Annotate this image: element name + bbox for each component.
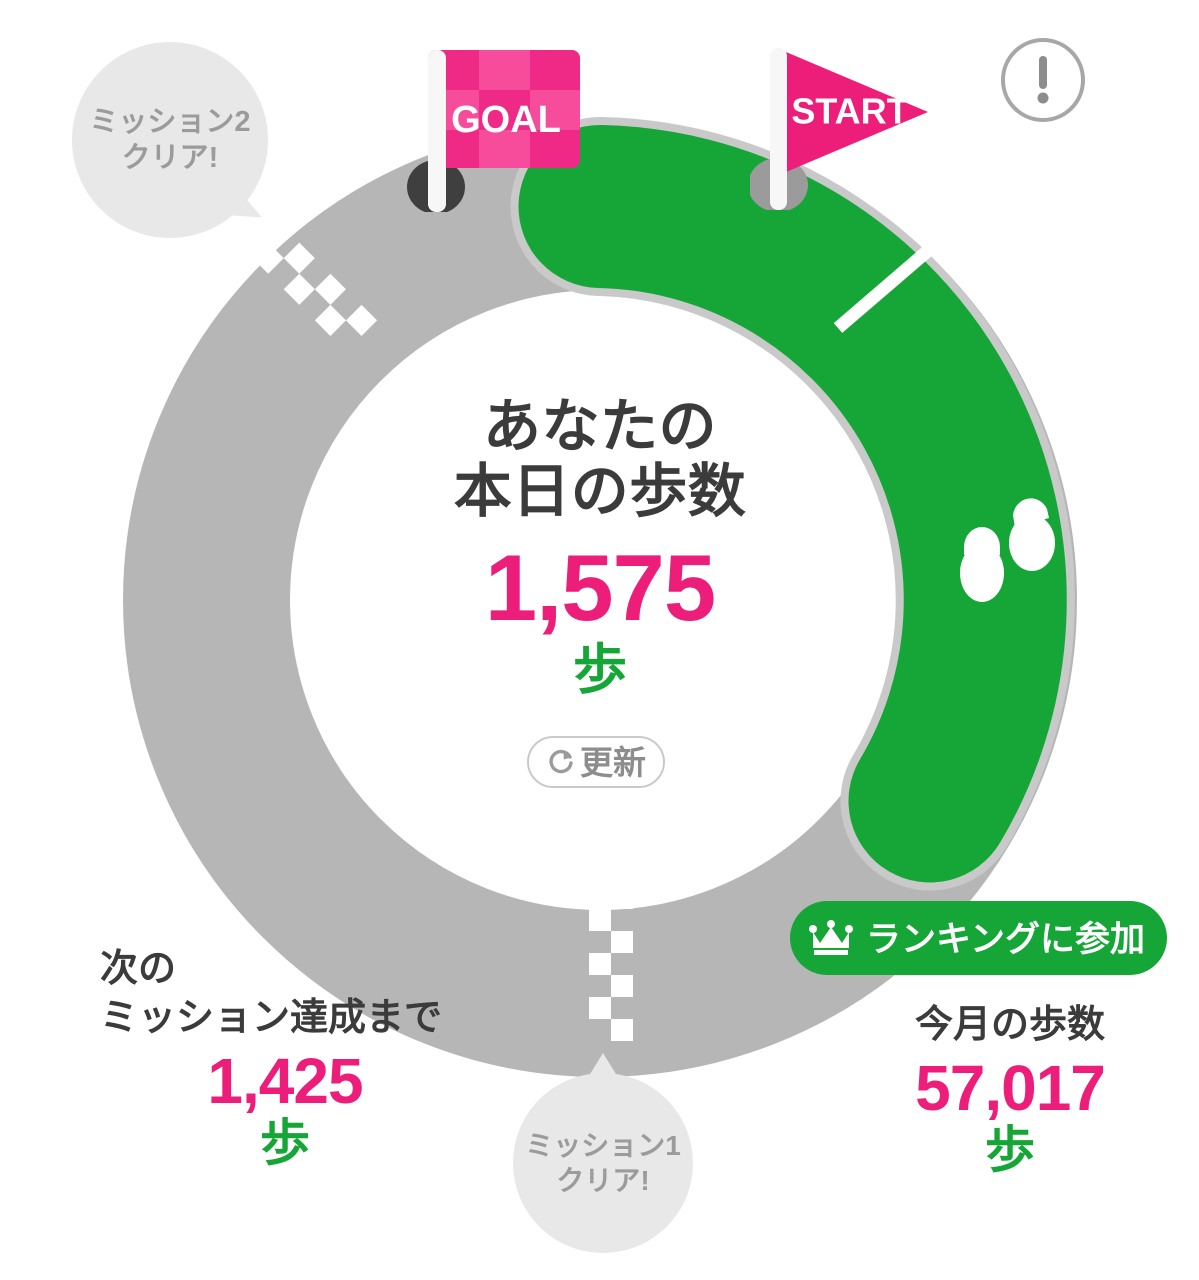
next-mission-label-line1: 次の xyxy=(100,948,177,990)
ring-segment-divider xyxy=(833,225,957,333)
crown-icon xyxy=(809,920,853,955)
next-mission-value: 1,425 xyxy=(207,1045,363,1118)
month-steps-label: 今月の歩数 xyxy=(914,1004,1105,1046)
month-steps-stat: 今月の歩数 57,017 歩 xyxy=(860,1003,1160,1176)
goal-flag-label: GOAL xyxy=(451,99,561,141)
goal-flag: GOAL xyxy=(407,50,580,212)
refresh-button[interactable]: 更新 xyxy=(527,736,665,788)
today-steps-panel: あなたの 本日の歩数 1,575 歩 xyxy=(330,394,870,700)
mission-2-bubble-line1: ミッション2 xyxy=(89,105,251,138)
start-flag: START xyxy=(750,48,928,210)
join-ranking-button-label: ランキングに参加 xyxy=(866,919,1145,959)
mission-1-bubble-line1: ミッション1 xyxy=(525,1130,681,1161)
today-steps-value: 1,575 xyxy=(484,534,716,640)
mission-2-cleared-bubble: ミッション2 クリア! xyxy=(72,42,268,238)
refresh-icon xyxy=(549,749,573,774)
mission-1-marker xyxy=(589,865,633,1041)
refresh-button-label: 更新 xyxy=(580,744,646,781)
next-mission-label: 次の ミッション達成まで xyxy=(100,945,470,1042)
next-mission-label-line2: ミッション達成まで xyxy=(100,996,443,1039)
mission-1-cleared-bubble: ミッション1 クリア! xyxy=(513,1053,693,1253)
next-mission-unit: 歩 xyxy=(260,1115,310,1172)
mission-1-bubble-line2: クリア! xyxy=(556,1165,650,1196)
start-flag-label: START xyxy=(791,91,908,132)
today-steps-title: あなたの 本日の歩数 xyxy=(330,394,870,525)
ring-progress xyxy=(510,117,1075,891)
today-steps-title-line2: 本日の歩数 xyxy=(453,458,747,524)
exclamation-circle-icon[interactable] xyxy=(999,36,1087,124)
footprints-icon xyxy=(960,498,1055,602)
next-mission-stat: 次の ミッション達成まで 1,425 歩 xyxy=(100,945,470,1170)
mission-2-bubble-line2: クリア! xyxy=(121,142,219,174)
mission-1-bubble-tail xyxy=(587,1053,619,1079)
today-steps-title-line1: あなたの xyxy=(482,394,717,459)
month-steps-unit: 歩 xyxy=(985,1121,1035,1178)
month-steps-value: 57,017 xyxy=(915,1051,1106,1124)
join-ranking-button[interactable]: ランキングに参加 xyxy=(790,901,1167,975)
today-steps-unit: 歩 xyxy=(573,639,627,700)
